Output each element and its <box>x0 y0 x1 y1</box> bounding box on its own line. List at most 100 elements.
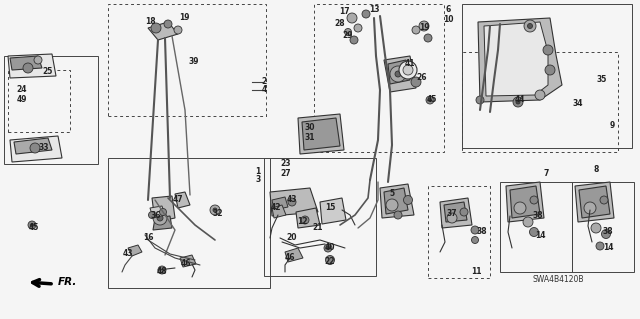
Text: 34: 34 <box>573 100 583 108</box>
Bar <box>572 182 634 272</box>
Polygon shape <box>285 248 303 262</box>
Text: 30: 30 <box>305 123 316 132</box>
Circle shape <box>513 97 523 107</box>
Polygon shape <box>14 138 52 154</box>
Bar <box>108 4 266 116</box>
Bar <box>264 158 376 276</box>
Polygon shape <box>384 188 408 214</box>
Text: 43: 43 <box>287 196 297 204</box>
Circle shape <box>429 99 431 101</box>
Polygon shape <box>478 18 562 102</box>
Polygon shape <box>380 184 414 218</box>
Polygon shape <box>8 54 56 78</box>
Text: 48: 48 <box>157 268 167 277</box>
Circle shape <box>326 256 335 264</box>
Circle shape <box>472 236 479 243</box>
Text: 42: 42 <box>271 204 281 212</box>
Text: 3: 3 <box>255 175 260 184</box>
Text: 5: 5 <box>389 189 395 198</box>
Circle shape <box>545 65 555 75</box>
Text: 29: 29 <box>343 32 353 41</box>
Text: 12: 12 <box>297 218 307 226</box>
Circle shape <box>424 34 432 42</box>
Circle shape <box>390 66 406 82</box>
Polygon shape <box>10 56 42 70</box>
Text: 8: 8 <box>593 166 598 174</box>
Text: 46: 46 <box>285 254 295 263</box>
Polygon shape <box>384 56 416 92</box>
Text: 45: 45 <box>427 95 437 105</box>
Circle shape <box>148 211 156 219</box>
Polygon shape <box>298 114 344 154</box>
Circle shape <box>28 221 36 229</box>
Circle shape <box>394 211 402 219</box>
Text: 14: 14 <box>603 243 613 253</box>
Polygon shape <box>153 216 172 230</box>
Text: 39: 39 <box>189 57 199 66</box>
Bar <box>462 4 632 148</box>
Bar <box>314 4 444 152</box>
Circle shape <box>600 196 608 204</box>
Circle shape <box>153 211 167 225</box>
Polygon shape <box>10 136 62 162</box>
Circle shape <box>31 224 33 226</box>
Polygon shape <box>510 186 540 218</box>
Text: 21: 21 <box>313 224 323 233</box>
Polygon shape <box>148 22 178 40</box>
Text: 26: 26 <box>417 73 428 83</box>
Text: 16: 16 <box>143 234 153 242</box>
Circle shape <box>395 71 401 77</box>
Polygon shape <box>444 202 467 222</box>
Text: 10: 10 <box>443 16 453 25</box>
Circle shape <box>471 226 479 234</box>
Text: 38: 38 <box>477 227 487 236</box>
Text: 14: 14 <box>535 232 545 241</box>
Polygon shape <box>579 186 610 218</box>
Circle shape <box>447 213 457 223</box>
Polygon shape <box>506 182 544 222</box>
Text: 25: 25 <box>43 68 53 77</box>
Text: 2: 2 <box>261 78 267 86</box>
Bar <box>4 56 98 164</box>
Circle shape <box>347 13 357 23</box>
Circle shape <box>529 227 538 236</box>
Text: 38: 38 <box>603 227 613 236</box>
Polygon shape <box>272 205 286 218</box>
Circle shape <box>523 217 533 227</box>
Text: 38: 38 <box>532 211 543 220</box>
Circle shape <box>386 199 398 211</box>
Circle shape <box>23 63 33 73</box>
Text: 40: 40 <box>324 243 335 253</box>
Circle shape <box>527 24 532 28</box>
Text: 20: 20 <box>287 234 297 242</box>
Circle shape <box>530 196 538 204</box>
Polygon shape <box>272 197 288 210</box>
Text: 27: 27 <box>281 169 291 179</box>
Circle shape <box>419 21 429 31</box>
Text: 36: 36 <box>151 211 161 220</box>
Circle shape <box>151 23 161 33</box>
Polygon shape <box>320 198 346 224</box>
Polygon shape <box>180 255 196 267</box>
Circle shape <box>516 100 520 104</box>
Polygon shape <box>128 245 142 256</box>
Circle shape <box>158 266 166 274</box>
Circle shape <box>543 45 553 55</box>
Circle shape <box>324 244 332 252</box>
Polygon shape <box>388 60 410 84</box>
Text: 49: 49 <box>17 95 28 105</box>
Text: 35: 35 <box>597 76 607 85</box>
Text: 31: 31 <box>305 133 316 143</box>
Text: 28: 28 <box>335 19 346 28</box>
Circle shape <box>354 24 362 32</box>
Circle shape <box>350 36 358 44</box>
Text: 6: 6 <box>445 5 451 14</box>
Circle shape <box>174 26 182 34</box>
Text: 46: 46 <box>180 259 191 269</box>
Polygon shape <box>270 188 318 216</box>
Polygon shape <box>150 206 165 218</box>
Circle shape <box>524 20 536 32</box>
Circle shape <box>584 202 596 214</box>
Polygon shape <box>175 192 190 208</box>
Text: 7: 7 <box>543 169 548 179</box>
